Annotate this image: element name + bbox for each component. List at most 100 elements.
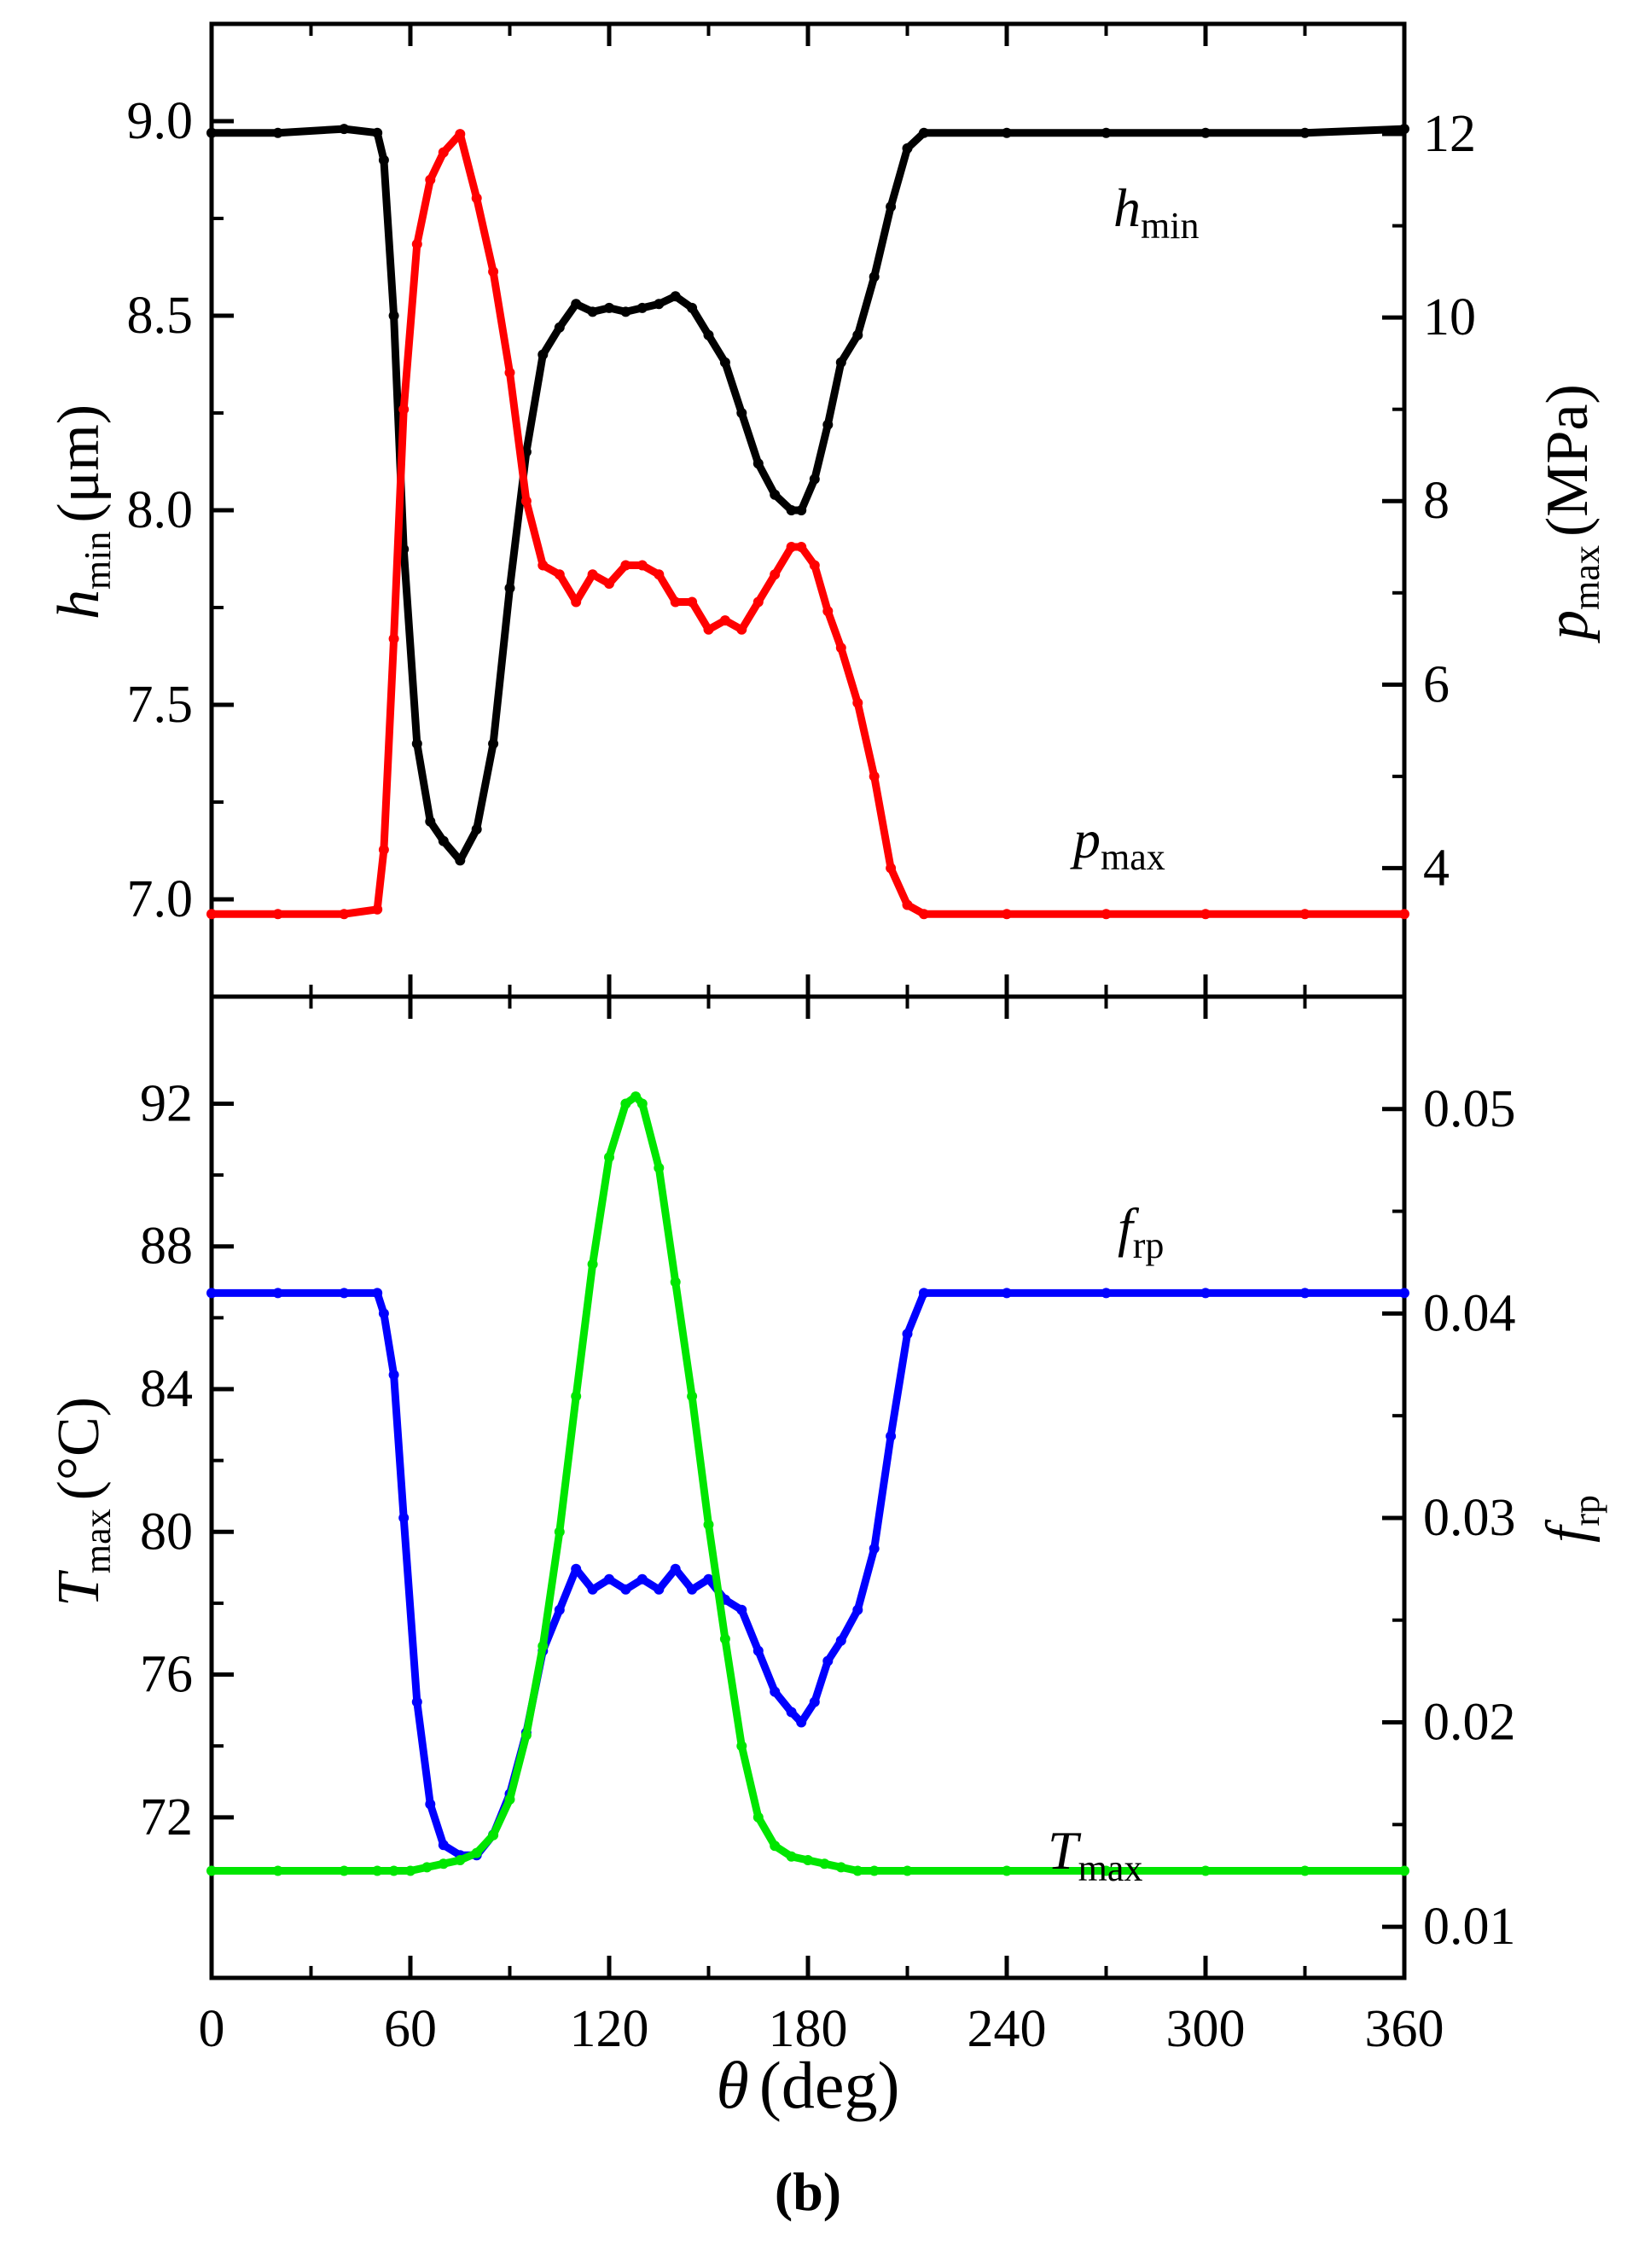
right-y-tick-label-top: 12 [1423,105,1476,163]
data-point-Tmax [1101,1865,1112,1876]
data-point-Tmax [455,1855,466,1865]
data-point-pmax [796,542,807,552]
data-point-pmax [835,643,846,654]
data-point-frp [411,1696,422,1707]
data-point-pmax [339,909,350,920]
data-point-frp [809,1696,820,1707]
data-point-Tmax [670,1276,681,1288]
panel-label: (b) [775,2161,841,2222]
data-point-pmax [670,596,681,608]
data-point-pmax [378,844,389,855]
data-point-hmin [504,583,515,594]
data-point-pmax [571,596,582,608]
data-point-hmin [488,738,499,749]
data-point-pmax [809,560,820,571]
data-point-frp [670,1563,681,1574]
data-point-frp [571,1563,582,1574]
data-point-pmax [488,266,499,277]
data-point-frp [852,1604,863,1615]
data-point-pmax [471,193,482,204]
data-point-Tmax [869,1865,880,1876]
data-point-frp [703,1573,714,1585]
data-point-pmax [918,909,929,920]
data-point-frp [398,1512,410,1523]
data-point-hmin [425,816,436,827]
data-point-Tmax [571,1391,582,1402]
series-label-pmax: pmax [1070,809,1165,878]
data-point-frp [339,1288,350,1299]
data-point-pmax [822,606,834,617]
data-point-Tmax [630,1091,642,1102]
right-y-tick-label-bottom: 0.01 [1423,1898,1516,1956]
data-point-pmax [786,542,797,552]
data-point-hmin [571,299,582,310]
data-point-hmin [372,127,383,138]
x-tick-label: 120 [570,2000,649,2058]
data-point-hmin [587,306,598,317]
series-label-frp: frp [1118,1197,1164,1266]
data-point-Tmax [620,1098,631,1109]
data-point-frp [206,1288,217,1299]
x-tick-label: 0 [199,2000,225,2058]
right-y-tick-label-top: 6 [1423,655,1450,713]
data-point-frp [654,1584,665,1595]
data-point-Tmax [719,1633,730,1644]
left-y-tick-label-bottom: 92 [140,1074,193,1132]
left-y-tick-label-top: 7.0 [127,870,194,928]
data-point-Tmax [819,1858,830,1870]
data-point-Tmax [388,1865,399,1876]
data-point-pmax [752,596,764,608]
data-point-Tmax [438,1858,449,1870]
data-point-hmin [206,127,217,138]
data-point-hmin [1101,127,1112,138]
data-point-Tmax [1399,1865,1409,1876]
data-point-frp [835,1635,846,1646]
left-y-tick-label-bottom: 88 [140,1218,193,1276]
data-point-frp [796,1717,807,1728]
data-point-frp [786,1707,797,1718]
data-point-Tmax [654,1162,665,1173]
top-left-axis-title: hmin(μm) [46,404,119,619]
data-point-hmin [339,124,350,135]
data-point-hmin [636,302,648,313]
data-point-frp [822,1655,834,1666]
data-point-pmax [587,569,598,580]
data-point-Tmax [488,1829,499,1841]
data-point-pmax [703,624,714,635]
data-point-Tmax [405,1865,415,1876]
data-point-pmax [687,596,698,608]
data-point-hmin [822,419,834,430]
data-point-Tmax [703,1519,714,1530]
data-point-pmax [537,560,549,571]
bottom-left-axis-title: Tmax(°C) [46,1397,119,1607]
data-point-pmax [886,863,897,874]
left-y-tick-label-bottom: 80 [140,1503,193,1561]
data-point-hmin [554,322,565,333]
data-point-hmin [1299,127,1310,138]
data-point-pmax [455,129,466,140]
data-point-hmin [687,302,698,313]
bottom-right-axis-title: frp [1535,1495,1607,1543]
data-point-pmax [206,909,217,920]
right-y-tick-label-bottom: 0.02 [1423,1694,1516,1752]
data-point-pmax [388,633,399,644]
data-point-frp [1299,1288,1310,1299]
x-tick-label: 240 [967,2000,1047,2058]
data-point-pmax [654,569,665,580]
data-point-frp [918,1288,929,1299]
x-tick-label: 180 [769,2000,848,2058]
data-point-pmax [411,239,422,250]
data-point-Tmax [272,1865,283,1876]
left-y-tick-label-top: 7.5 [127,676,194,734]
data-point-Tmax [604,1152,614,1163]
data-point-hmin [471,823,482,835]
data-point-pmax [636,560,648,571]
data-point-pmax [425,174,436,185]
axis-ticks [209,24,1407,1978]
data-point-pmax [620,560,631,571]
right-y-tick-label-bottom: 0.04 [1423,1284,1516,1342]
x-axis-title: θ (deg) [717,2048,900,2122]
data-point-hmin [869,271,880,282]
